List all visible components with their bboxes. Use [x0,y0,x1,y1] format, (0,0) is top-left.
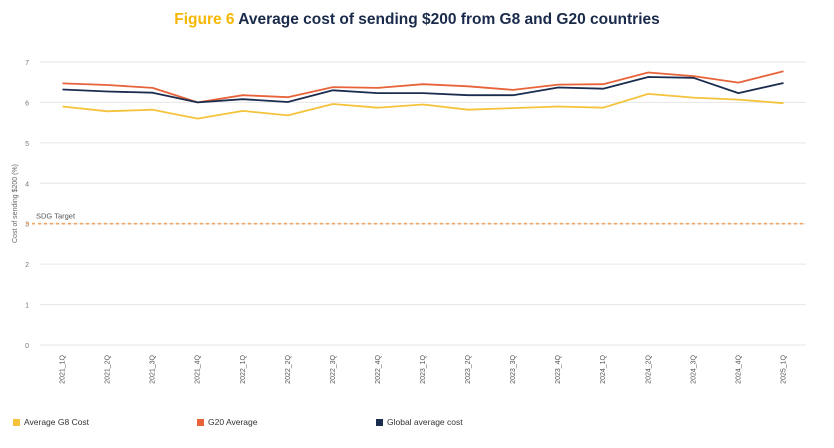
x-tick-label: 2022_4Q [375,354,382,383]
legend-item-global: Global average cost [376,417,463,427]
legend-item-g8: Average G8 Cost [13,417,89,427]
legend-swatch-g8 [13,419,20,426]
legend-label-g20: G20 Average [208,417,258,427]
x-tick-label: 2024_4Q [735,354,742,383]
y-tick-label-5: 5 [25,141,29,148]
y-tick-label-2: 2 [25,262,29,269]
y-tick-label-4: 4 [25,181,29,188]
x-tick-label: 2024_1Q [600,354,607,383]
sdg-target-label: SDG Target [36,212,76,221]
x-tick-label: 2023_4Q [555,354,562,383]
y-tick-label-7: 7 [25,60,29,67]
legend-label-g8: Average G8 Cost [24,417,90,427]
x-tick-label: 2021_1Q [60,354,67,383]
series-line-g8 [62,93,784,120]
y-axis-label: Cost of sending $200 (%) [12,164,19,243]
legend-item-g20: G20 Average [197,417,257,427]
figure-number: Figure 6 [174,11,235,28]
x-tick-label: 2021_3Q [150,354,157,383]
series-line-g20 [62,70,784,104]
legend-swatch-g20 [197,419,204,426]
x-tick-label: 2023_2Q [465,354,472,383]
x-tick-label: 2023_1Q [420,354,427,383]
x-tick-label: 2022_2Q [285,354,292,383]
x-tick-label: 2023_3Q [510,354,517,383]
x-tick-label: 2024_2Q [645,354,652,383]
x-tick-label: 2024_3Q [690,354,697,383]
x-tick-label: 2022_1Q [240,354,247,383]
legend-swatch-global [376,419,383,426]
x-tick-label: 2025_1Q [780,354,787,383]
y-tick-label-6: 6 [25,100,29,107]
x-tick-label: 2021_4Q [195,354,202,383]
legend-label-global: Global average cost [387,417,463,427]
figure-title: Average cost of sending $200 from G8 and… [238,11,660,28]
x-tick-label: 2022_3Q [330,354,337,383]
chart-title: Figure 6 Average cost of sending $200 fr… [0,11,834,29]
series-line-global [62,76,784,104]
y-tick-label-0: 0 [25,343,29,350]
x-tick-label: 2021_2Q [105,354,112,383]
y-tick-label-1: 1 [25,303,29,310]
y-tick-label-3: 3 [25,222,29,229]
